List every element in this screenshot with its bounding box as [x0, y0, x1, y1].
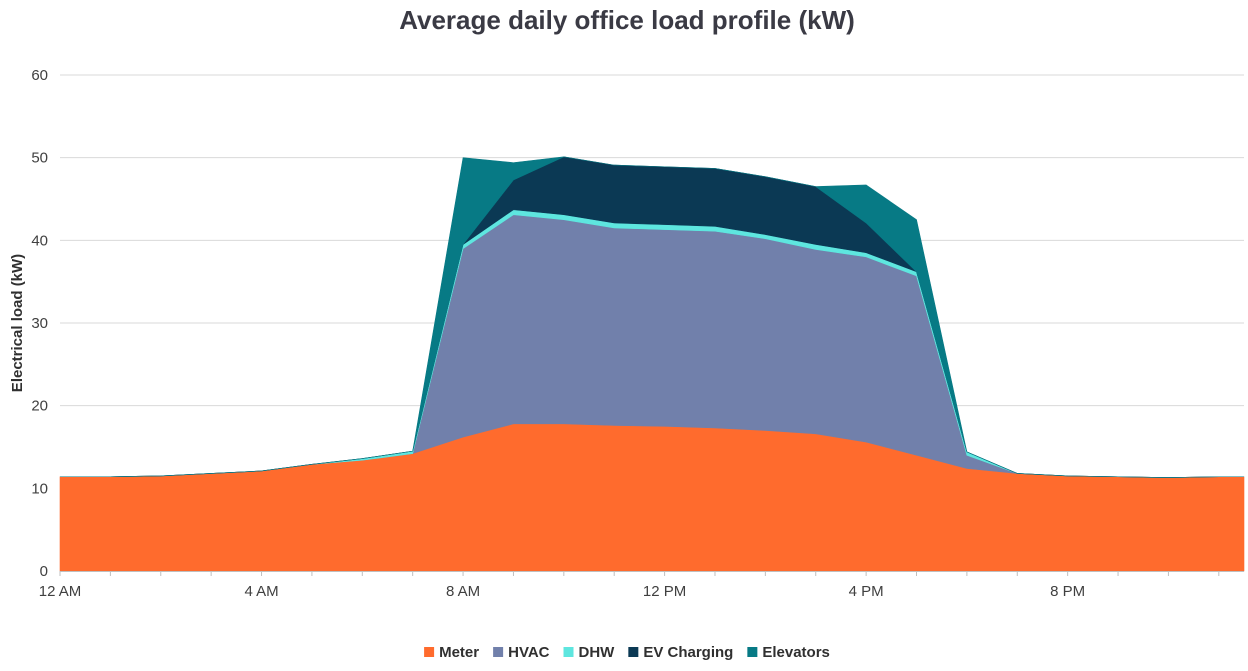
x-tick-label: 8 AM [446, 583, 480, 600]
plot-areas [59, 156, 1245, 572]
legend-item-hvac: HVAC [493, 644, 550, 661]
legend-swatch [747, 647, 758, 657]
y-tick-label: 30 [31, 315, 48, 332]
axes: 0 10 20 30 40 50 60 12 AM 4 AM 8 AM 12 PM 4 PM 8 PM [31, 67, 1244, 600]
legend: Meter HVAC DHW EV Charging Elevators [424, 644, 830, 661]
chart-title: Average daily office load profile (kW) [399, 5, 855, 35]
area-meter [59, 423, 1245, 572]
y-tick-label: 20 [31, 398, 48, 415]
x-tick-label: 4 PM [849, 583, 884, 600]
legend-label: EV Charging [643, 644, 733, 661]
x-tick-label: 4 AM [244, 583, 278, 600]
legend-swatch [628, 647, 639, 657]
legend-swatch [563, 647, 574, 657]
y-tick-label: 0 [40, 563, 48, 580]
legend-item-ev-charging: EV Charging [628, 644, 733, 661]
y-tick-label: 60 [31, 67, 48, 84]
x-tick-label: 12 PM [643, 583, 686, 600]
y-tick-label: 50 [31, 150, 48, 167]
legend-label: HVAC [508, 644, 550, 661]
legend-label: DHW [579, 644, 616, 661]
legend-swatch [424, 647, 435, 657]
legend-item-elevators: Elevators [747, 644, 830, 661]
area-elevators [60, 156, 1244, 478]
legend-item-dhw: DHW [563, 644, 616, 661]
legend-label: Elevators [762, 644, 830, 661]
y-tick-label: 10 [31, 480, 48, 497]
y-tick-label: 40 [31, 232, 48, 249]
legend-item-meter: Meter [424, 644, 479, 661]
y-axis-label: Electrical load (kW) [9, 254, 26, 392]
x-tick-label: 8 PM [1050, 583, 1085, 600]
x-tick-label: 12 AM [39, 583, 82, 600]
legend-swatch [493, 647, 504, 657]
legend-label: Meter [439, 644, 479, 661]
